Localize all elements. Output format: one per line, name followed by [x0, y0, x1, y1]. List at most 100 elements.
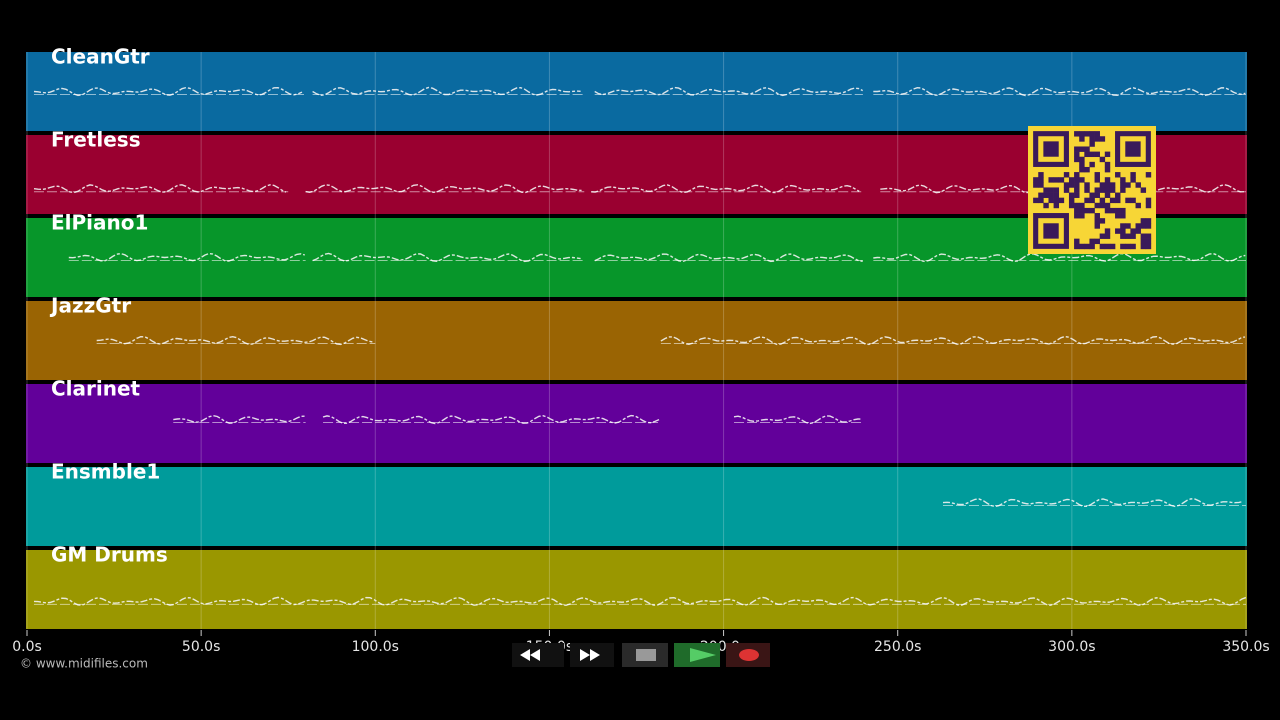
qr-module — [1099, 218, 1106, 224]
qr-module — [1104, 202, 1111, 209]
qr-module — [1099, 156, 1106, 163]
qr-finder — [1115, 131, 1151, 167]
qr-module — [1074, 213, 1080, 219]
qr-module — [1063, 187, 1070, 193]
note-region — [322, 414, 660, 425]
qr-module — [1074, 243, 1080, 250]
qr-module — [1068, 192, 1075, 198]
track-name: ElPiano1 — [51, 211, 148, 235]
qr-module — [1104, 243, 1111, 250]
qr-module — [1104, 228, 1111, 234]
qr-module — [1130, 197, 1136, 204]
qr-module — [1140, 233, 1147, 239]
qr-module — [1033, 177, 1039, 183]
qr-module — [1033, 182, 1039, 188]
qr-module — [1089, 151, 1095, 158]
qr-module — [1084, 131, 1090, 137]
qr-module — [1094, 192, 1100, 198]
qr-module — [1084, 166, 1090, 173]
note-region — [591, 184, 860, 194]
qr-module — [1089, 136, 1095, 142]
qr-module — [1115, 172, 1121, 178]
qr-module — [1109, 182, 1116, 188]
qr-module — [1084, 197, 1090, 204]
track-name: Ensmble1 — [51, 460, 160, 484]
copyright: © www.midifiles.com — [20, 657, 148, 671]
qr-module — [1053, 177, 1060, 183]
qr-module — [1084, 243, 1090, 250]
qr-module — [1079, 243, 1085, 250]
qr-module — [1104, 161, 1111, 168]
qr-module — [1104, 207, 1111, 214]
qr-module — [1074, 172, 1080, 178]
qr-module — [1104, 233, 1111, 239]
track-name: GM Drums — [51, 543, 168, 567]
qr-module — [1135, 202, 1141, 209]
qr-module — [1043, 192, 1049, 198]
qr-module — [1053, 202, 1060, 209]
qr-module — [1120, 177, 1126, 183]
tick-label: 250.0s — [874, 639, 921, 655]
qr-module — [1140, 218, 1147, 224]
qr-module — [1094, 213, 1100, 219]
qr-module — [1094, 172, 1100, 178]
qr-module — [1109, 207, 1116, 214]
qr-module — [1048, 177, 1054, 183]
qr-module — [1099, 197, 1106, 204]
qr-module — [1089, 238, 1095, 245]
qr-module — [1048, 192, 1054, 198]
qr-module — [1079, 156, 1085, 163]
qr-module — [1094, 177, 1100, 183]
qr-module — [1053, 192, 1060, 198]
note-region — [96, 335, 373, 346]
qr-module — [1099, 243, 1106, 250]
qr-module — [1079, 131, 1085, 137]
qr-module — [1145, 202, 1152, 209]
qr-module — [1130, 172, 1136, 178]
qr-module — [1145, 223, 1152, 229]
qr-module — [1089, 207, 1095, 214]
qr-module — [1104, 166, 1111, 173]
play-icon — [690, 648, 716, 662]
qr-module — [1120, 187, 1126, 193]
qr-module — [1084, 182, 1090, 188]
qr-module — [1074, 187, 1080, 193]
qr-module — [1058, 177, 1065, 183]
qr-module — [1094, 223, 1100, 229]
qr-module — [1063, 182, 1070, 188]
qr-module — [1140, 187, 1147, 193]
track-band — [26, 384, 1247, 463]
qr-module — [1104, 187, 1111, 193]
qr-module — [1079, 202, 1085, 209]
qr-module — [1058, 197, 1065, 204]
qr-module — [1130, 233, 1136, 239]
qr-module — [1120, 213, 1126, 219]
qr-module — [1074, 131, 1080, 137]
qr-module — [1104, 151, 1111, 158]
qr-module — [1079, 166, 1085, 173]
qr-module — [1104, 177, 1111, 183]
qr-module — [1079, 146, 1085, 152]
qr-module — [1074, 207, 1080, 214]
qr-finder-core — [1125, 141, 1141, 157]
qr-finder — [1033, 131, 1069, 167]
qr-module — [1074, 238, 1080, 245]
qr-module — [1099, 202, 1106, 209]
note-region — [312, 252, 581, 263]
qr-module — [1038, 177, 1044, 183]
qr-module — [1079, 177, 1085, 183]
tick-label: 350.0s — [1222, 639, 1269, 655]
qr-module — [1068, 182, 1075, 188]
track-band — [26, 467, 1247, 546]
note-region — [660, 335, 1246, 346]
qr-module — [1130, 177, 1136, 183]
qr-module — [1038, 182, 1044, 188]
qr-module — [1094, 187, 1100, 193]
qr-module — [1074, 146, 1080, 152]
qr-module — [1038, 197, 1044, 204]
qr-module — [1063, 172, 1070, 178]
qr-module — [1074, 202, 1080, 209]
qr-code — [1028, 126, 1156, 254]
qr-module — [1120, 207, 1126, 214]
